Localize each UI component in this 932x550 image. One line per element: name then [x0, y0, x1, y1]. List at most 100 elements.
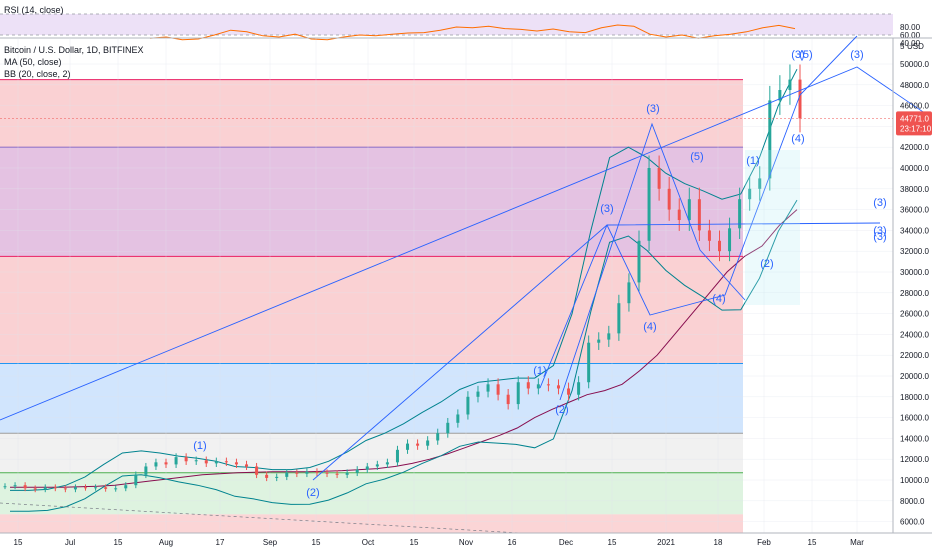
- wave-path-b: [539, 222, 881, 389]
- price-axis[interactable]: 6000.0 8000.0 10000.0 12000.0 14000.0 16000.0…: [900, 42, 929, 527]
- wave-label: (2): [555, 404, 568, 416]
- wave-label: (5): [799, 49, 812, 61]
- ma-legend[interactable]: MA (50, close): [4, 57, 62, 67]
- candle-body: [94, 487, 98, 489]
- candle-body: [556, 385, 560, 389]
- price-tick-label: 22000.0: [900, 351, 929, 360]
- time-tick-label: Mar: [850, 538, 864, 547]
- wave-label: (3): [646, 103, 659, 115]
- bb-legend[interactable]: BB (20, close, 2): [4, 69, 71, 79]
- time-tick-label: Feb: [757, 538, 771, 547]
- price-tick-label: 8000.0: [900, 497, 925, 506]
- candle-body: [677, 209, 681, 220]
- time-tick-label: 15: [312, 538, 321, 547]
- candle-body: [33, 488, 37, 490]
- candle-body: [174, 457, 178, 465]
- price-tick-label: 16000.0: [900, 414, 929, 423]
- price-tick-label: 30000.0: [900, 268, 929, 277]
- zone-blue: [0, 363, 743, 434]
- time-tick-label: 15: [114, 538, 123, 547]
- time-tick-label: 18: [714, 538, 723, 547]
- candle-body: [546, 384, 550, 386]
- wave-label: (2): [760, 258, 773, 270]
- candle-body: [84, 487, 88, 489]
- wave-label: (3): [873, 197, 886, 209]
- top-partial-label: 5: [900, 42, 905, 51]
- time-tick-label: 17: [216, 538, 225, 547]
- wave-label: (5): [690, 151, 703, 163]
- fib-zones: [0, 79, 743, 533]
- candle-body: [315, 471, 319, 473]
- rsi-line: [149, 24, 796, 41]
- candle-body: [748, 188, 752, 200]
- candle-body: [234, 462, 238, 465]
- candle-body: [134, 474, 138, 486]
- wave-path-c: [559, 122, 746, 401]
- candle-body: [597, 339, 601, 343]
- candle-body: [406, 443, 410, 450]
- candle-body: [778, 90, 782, 101]
- wave-path-a: [312, 35, 858, 481]
- time-tick-label: 15: [808, 538, 817, 547]
- candle-body: [365, 466, 369, 470]
- candle-body: [486, 384, 490, 392]
- candle-body: [43, 487, 47, 490]
- wave-label: (2): [306, 487, 319, 499]
- candle-body: [436, 433, 440, 441]
- price-tick-label: 20000.0: [900, 372, 929, 381]
- candle-body: [516, 382, 520, 405]
- zone-grey: [0, 433, 743, 473]
- price-tick-label: 38000.0: [900, 185, 929, 194]
- grid: [0, 38, 893, 533]
- zone-green: [0, 472, 743, 515]
- candle-body: [295, 472, 299, 474]
- candle-body: [657, 168, 661, 189]
- candle-body: [265, 474, 269, 478]
- candle-body: [345, 472, 349, 475]
- bb-lower-line: [9, 199, 798, 512]
- candle-body: [738, 199, 742, 229]
- candle-body: [647, 168, 651, 241]
- candle-body: [164, 462, 168, 465]
- candle-body: [335, 473, 339, 475]
- candle-body: [496, 384, 500, 395]
- symbol-title[interactable]: Bitcoin / U.S. Dollar, 1D, BITFINEX: [4, 45, 144, 55]
- candle-body: [3, 486, 7, 488]
- candle-body: [204, 460, 208, 464]
- candle-body: [214, 461, 218, 464]
- candle-body: [224, 461, 228, 463]
- candle-body: [355, 469, 359, 473]
- wave-label: (3): [873, 225, 886, 237]
- rsi-band: [0, 14, 893, 35]
- rsi-legend[interactable]: RSI (14, close): [4, 5, 64, 15]
- candle-body: [687, 199, 691, 220]
- time-axis[interactable]: 15 Jul 15 Aug 17 Sep 15 Oct 15 Nov 16 Dec 15 2021 18 Fe…: [14, 538, 865, 547]
- candle-body: [607, 333, 611, 340]
- candle-body: [13, 485, 17, 487]
- candle-body: [667, 188, 671, 210]
- candle-body: [184, 457, 188, 462]
- candle-body: [587, 342, 591, 383]
- rsi-tick-label: 80.00: [900, 23, 921, 32]
- candle-body: [73, 487, 77, 490]
- wave-label: (1): [193, 440, 206, 452]
- price-tick-label: 50000.0: [900, 60, 929, 69]
- ma-line: [10, 209, 798, 488]
- candle-body: [63, 488, 67, 490]
- candle-body: [154, 462, 158, 467]
- wave-label: (4): [643, 321, 656, 333]
- price-tick-label: 42000.0: [900, 143, 929, 152]
- candle-body: [285, 472, 289, 477]
- candle-body: [577, 382, 581, 395]
- countdown-label: 23:17:10: [900, 124, 932, 133]
- bb-upper-line: [10, 68, 798, 491]
- zone-purple: [0, 147, 743, 257]
- wave-label: (1): [746, 155, 759, 167]
- candle-body: [426, 440, 430, 446]
- time-tick-label: Dec: [559, 538, 573, 547]
- wave-labels: (1)(2)(1)(2)(3)(4)(5) (1)(2)(3)(4)(3)(5)(…: [193, 49, 886, 499]
- candle-body: [617, 303, 621, 334]
- wave-label: (4): [791, 133, 804, 145]
